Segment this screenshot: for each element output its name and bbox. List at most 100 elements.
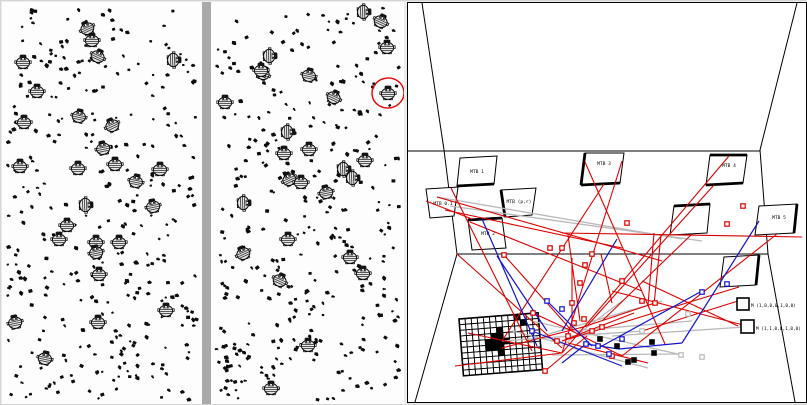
robot-sprite <box>142 196 163 215</box>
network-marker <box>724 221 730 227</box>
network-marker <box>624 220 630 226</box>
network-marker <box>652 300 658 306</box>
network-marker <box>542 368 548 374</box>
sprites-layer <box>4 3 397 396</box>
robot-sprite <box>69 160 87 176</box>
network-marker <box>651 350 657 356</box>
network-marker <box>582 262 588 268</box>
robot-sprite <box>323 86 346 108</box>
robot-sprite <box>262 380 280 396</box>
robot-sprite <box>299 337 317 353</box>
robot-sprite <box>78 196 95 214</box>
robot-sprite <box>90 266 108 282</box>
robot-sprite <box>110 234 128 250</box>
network-marker <box>565 333 571 339</box>
svg-text:MTB 0.1: MTB 0.1 <box>433 201 453 207</box>
robot-sprite <box>100 114 123 136</box>
network-markers <box>501 203 746 374</box>
tag-node <box>736 297 750 311</box>
robot-sprite <box>106 156 124 172</box>
svg-text:MTB 4: MTB 4 <box>722 163 736 169</box>
network-marker <box>639 298 645 304</box>
svg-text:MTB 3: MTB 3 <box>597 161 611 167</box>
network-marker <box>583 341 589 347</box>
robot-sprite <box>87 45 110 67</box>
network-marker <box>577 280 583 286</box>
robot-sprite <box>300 141 318 157</box>
network-edges <box>425 155 803 372</box>
robot-sprite <box>216 94 234 110</box>
left-arena-canvas <box>4 2 404 404</box>
network-marker <box>597 336 603 342</box>
network-marker <box>547 245 553 251</box>
robot-sprite <box>58 217 76 233</box>
network-marker <box>631 357 637 363</box>
robot-sprite <box>356 3 373 21</box>
robot-sprite <box>262 47 279 65</box>
robot-sprite <box>231 242 254 264</box>
tag-label: M (1,1,0,0,1,0,0) <box>756 326 801 332</box>
network-marker <box>606 351 612 357</box>
robot-sprite <box>92 138 113 157</box>
left-arena-panel <box>2 2 404 404</box>
right-scene-panel: MTB 1 MTB 0.1 MTB (p,r) MTB 2 MTB 3 MTB 4 MTB … <box>407 2 807 403</box>
network-marker <box>619 336 625 342</box>
robot-sprite <box>370 10 393 32</box>
network-marker <box>619 278 625 284</box>
robot-sprite <box>85 242 106 261</box>
tag-node <box>740 319 755 334</box>
column-divider <box>202 2 211 404</box>
network-marker <box>544 298 550 304</box>
network-marker <box>639 328 645 334</box>
robot-sprite <box>14 54 32 70</box>
robot-sprite <box>35 348 56 367</box>
network-marker <box>740 203 746 209</box>
robot-sprite <box>354 265 372 281</box>
network-marker <box>529 328 535 334</box>
network-marker <box>569 300 575 306</box>
network-marker <box>501 252 507 258</box>
network-marker <box>724 281 730 287</box>
network-marker <box>699 354 705 360</box>
network-marker <box>678 352 684 358</box>
robot-sprite <box>89 314 107 330</box>
robot-sprite <box>356 152 374 168</box>
network-marker <box>530 310 536 316</box>
svg-text:MTB 5: MTB 5 <box>772 215 786 221</box>
svg-text:MTB (p,r): MTB (p,r) <box>507 199 532 205</box>
network-marker <box>614 343 620 349</box>
network-marker <box>589 328 595 334</box>
network-marker <box>699 289 705 295</box>
network-marker <box>599 324 605 330</box>
robot-sprite <box>378 39 396 55</box>
network-marker <box>685 311 691 317</box>
svg-text:MTB 1: MTB 1 <box>470 169 484 175</box>
network-marker <box>625 359 631 365</box>
robot-sprite <box>279 231 297 247</box>
checkerboard-grid <box>458 311 544 377</box>
robot-sprite <box>69 106 90 125</box>
tag-label: M (1,0,0,0,1,0,0) <box>751 303 796 309</box>
robot-sprite <box>126 171 147 190</box>
network-marker <box>589 251 595 257</box>
robot-sprite <box>341 249 359 265</box>
network-marker <box>559 245 565 251</box>
network-marker <box>559 306 565 312</box>
robot-sprite <box>15 114 33 130</box>
robot-sprite <box>280 123 297 141</box>
highlighted-robot-sprite <box>379 85 397 101</box>
robot-sprite <box>157 302 175 318</box>
network-marker <box>649 339 655 345</box>
node-tags: M (1,0,0,0,1,0,0) M (1,1,0,0,1,0,0) <box>736 297 801 334</box>
robot-sprite <box>4 312 25 331</box>
network-marker <box>581 316 587 322</box>
robot-sprite <box>28 83 46 99</box>
robot-sprite <box>236 194 253 212</box>
dots-layer <box>5 6 402 402</box>
highlight-ellipse <box>371 77 404 109</box>
network-marker <box>554 338 560 344</box>
network-marker <box>595 343 601 349</box>
